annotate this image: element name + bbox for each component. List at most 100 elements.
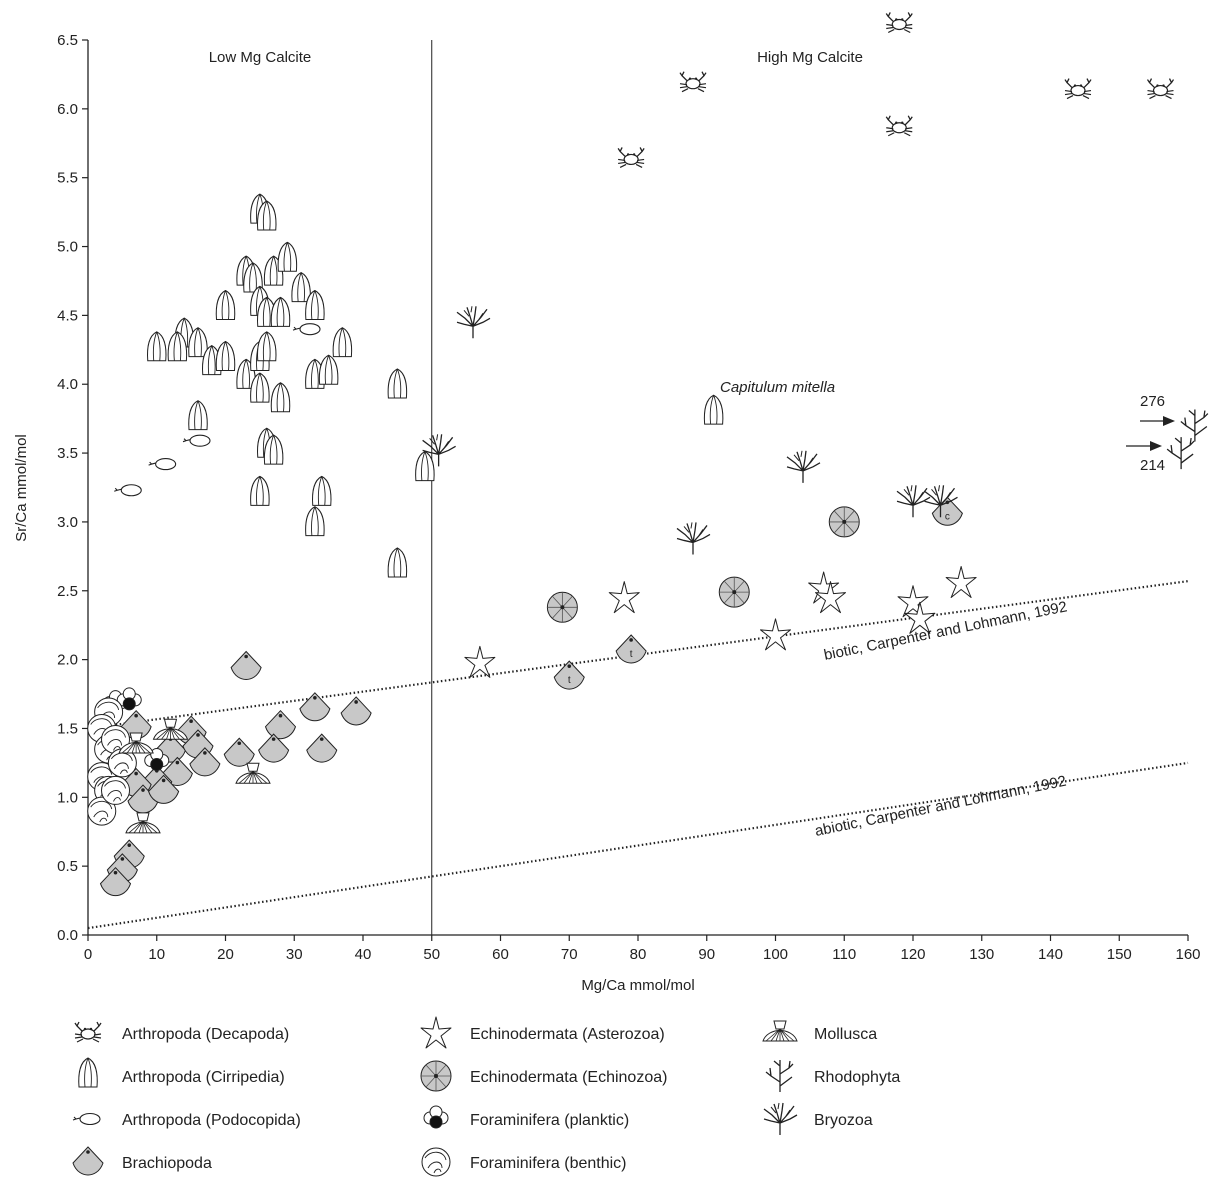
y-tick-label: 2.5 bbox=[57, 583, 78, 600]
brachiopod-point bbox=[265, 710, 296, 740]
urchin-point bbox=[718, 576, 750, 608]
y-tick-label: 4.5 bbox=[57, 307, 78, 324]
urchin-point bbox=[546, 591, 578, 623]
barnacle-point bbox=[215, 290, 236, 320]
y-tick-label: 2.0 bbox=[57, 652, 78, 669]
abiotic-line-label: abiotic, Carpenter and Lohmann, 1992 bbox=[813, 773, 1067, 840]
x-tick-label: 10 bbox=[148, 946, 165, 963]
legend-urchin-icon bbox=[420, 1060, 452, 1092]
benthic-foram-point bbox=[101, 775, 130, 805]
arrow-214 bbox=[1126, 441, 1162, 451]
x-tick-label: 40 bbox=[355, 946, 372, 963]
brachiopod-letter: t bbox=[568, 675, 571, 686]
y-tick-label: 1.5 bbox=[57, 720, 78, 737]
y-tick-label: 6.5 bbox=[57, 32, 78, 49]
x-tick-label: 50 bbox=[423, 946, 440, 963]
urchin-point bbox=[828, 506, 860, 538]
brachiopod-letter: c bbox=[945, 511, 950, 522]
legend-label: Arthropoda (Podocopida) bbox=[122, 1112, 301, 1129]
bryozoan-point bbox=[786, 450, 821, 484]
legend-label: Brachiopoda bbox=[122, 1155, 212, 1172]
barnacle-point bbox=[270, 296, 291, 327]
alga-point bbox=[1180, 408, 1209, 443]
barnacle-point bbox=[318, 354, 339, 385]
legend-benthic-foram-icon bbox=[421, 1147, 451, 1177]
barnacle-point bbox=[270, 382, 291, 413]
x-tick-label: 140 bbox=[1038, 946, 1063, 963]
annotation-276: 276 bbox=[1140, 393, 1165, 410]
abiotic-line bbox=[87, 761, 1189, 930]
region-label-high-mg: High Mg Calcite bbox=[757, 49, 863, 66]
x-tick-label: 110 bbox=[832, 946, 856, 963]
barnacle-point bbox=[305, 506, 325, 537]
y-tick-label: 5.0 bbox=[57, 239, 78, 256]
barnacle-point bbox=[312, 475, 332, 506]
x-tick-label: 130 bbox=[969, 946, 994, 963]
barnacle-point bbox=[188, 400, 208, 431]
barnacle-point bbox=[387, 547, 408, 578]
barnacle-point bbox=[387, 368, 408, 399]
legend-label: Foraminifera (planktic) bbox=[470, 1112, 629, 1129]
data-points: t t c bbox=[87, 11, 1209, 897]
ostracod-point bbox=[113, 484, 142, 497]
crab-point bbox=[885, 115, 913, 137]
crab-point bbox=[617, 146, 645, 169]
barnacle-point bbox=[147, 331, 167, 362]
starfish-point bbox=[608, 581, 640, 614]
barnacle-point bbox=[257, 331, 277, 362]
brachiopod-point bbox=[299, 692, 331, 722]
y-tick-label: 4.0 bbox=[57, 376, 78, 393]
crab-point bbox=[1064, 77, 1092, 100]
x-tick-label: 150 bbox=[1107, 946, 1132, 963]
barnacle-point bbox=[291, 272, 311, 303]
biotic-line bbox=[87, 580, 1189, 730]
legend-scallop-icon bbox=[762, 1020, 798, 1042]
x-tick-label: 0 bbox=[84, 946, 92, 963]
x-tick-label: 100 bbox=[763, 946, 788, 963]
arrow-276 bbox=[1140, 416, 1175, 426]
legend-label: Rhodophyta bbox=[814, 1069, 900, 1086]
ostracod-point bbox=[148, 458, 177, 471]
x-ticks: 0 10 20 30 40 50 60 70 80 90 100 110 120 130 140 150 160 bbox=[84, 935, 1201, 963]
crab-point bbox=[885, 11, 913, 34]
x-tick-label: 90 bbox=[698, 946, 715, 963]
x-tick-label: 30 bbox=[286, 946, 303, 963]
barnacle-point bbox=[215, 340, 236, 371]
legend-label: Arthropoda (Cirripedia) bbox=[122, 1069, 285, 1086]
annotation-214: 214 bbox=[1140, 457, 1165, 474]
barnacle-point bbox=[703, 394, 724, 425]
ostracod-point bbox=[292, 323, 321, 336]
y-tick-label: 6.0 bbox=[57, 101, 78, 118]
y-axis-title: Sr/Ca mmol/mol bbox=[13, 434, 30, 542]
biotic-line-label: biotic, Carpenter and Lohmann, 1992 bbox=[822, 598, 1068, 664]
legend-starfish-icon bbox=[420, 1016, 452, 1049]
y-ticks: 0.0 0.5 1.0 1.5 2.0 2.5 3.0 3.5 4.0 4.5 5.0 5.5 6.0 6… bbox=[57, 32, 88, 944]
scallop-point bbox=[125, 812, 161, 834]
y-tick-label: 3.0 bbox=[57, 514, 78, 531]
legend-barnacle-icon bbox=[78, 1057, 98, 1088]
brachiopod-point bbox=[306, 733, 338, 763]
x-tick-label: 20 bbox=[217, 946, 234, 963]
starfish-point bbox=[897, 585, 929, 618]
barnacle-point bbox=[277, 241, 298, 272]
legend-label: Mollusca bbox=[814, 1026, 877, 1043]
brachiopod-point bbox=[340, 696, 372, 726]
legend-label: Foraminifera (benthic) bbox=[470, 1155, 627, 1172]
y-tick-label: 3.5 bbox=[57, 445, 78, 462]
legend-alga-icon bbox=[765, 1059, 794, 1093]
crab-point bbox=[1146, 77, 1175, 100]
legend-planktic-foram-icon bbox=[423, 1105, 449, 1129]
legend-crab-icon bbox=[74, 1021, 102, 1043]
barnacle-point bbox=[332, 327, 353, 358]
brachiopod-point bbox=[223, 737, 255, 767]
region-label-low-mg: Low Mg Calcite bbox=[209, 49, 312, 66]
bryozoan-point bbox=[456, 305, 491, 339]
legend-ostracod-icon bbox=[72, 1112, 101, 1126]
x-tick-label: 80 bbox=[630, 946, 647, 963]
crab-point bbox=[679, 71, 707, 93]
legend: Arthropoda (Decapoda) Arthropoda (Cirripe… bbox=[72, 1016, 900, 1177]
brachiopod-letter: t bbox=[630, 649, 633, 660]
y-tick-label: 1.0 bbox=[57, 789, 78, 806]
y-tick-label: 0.0 bbox=[57, 927, 78, 944]
